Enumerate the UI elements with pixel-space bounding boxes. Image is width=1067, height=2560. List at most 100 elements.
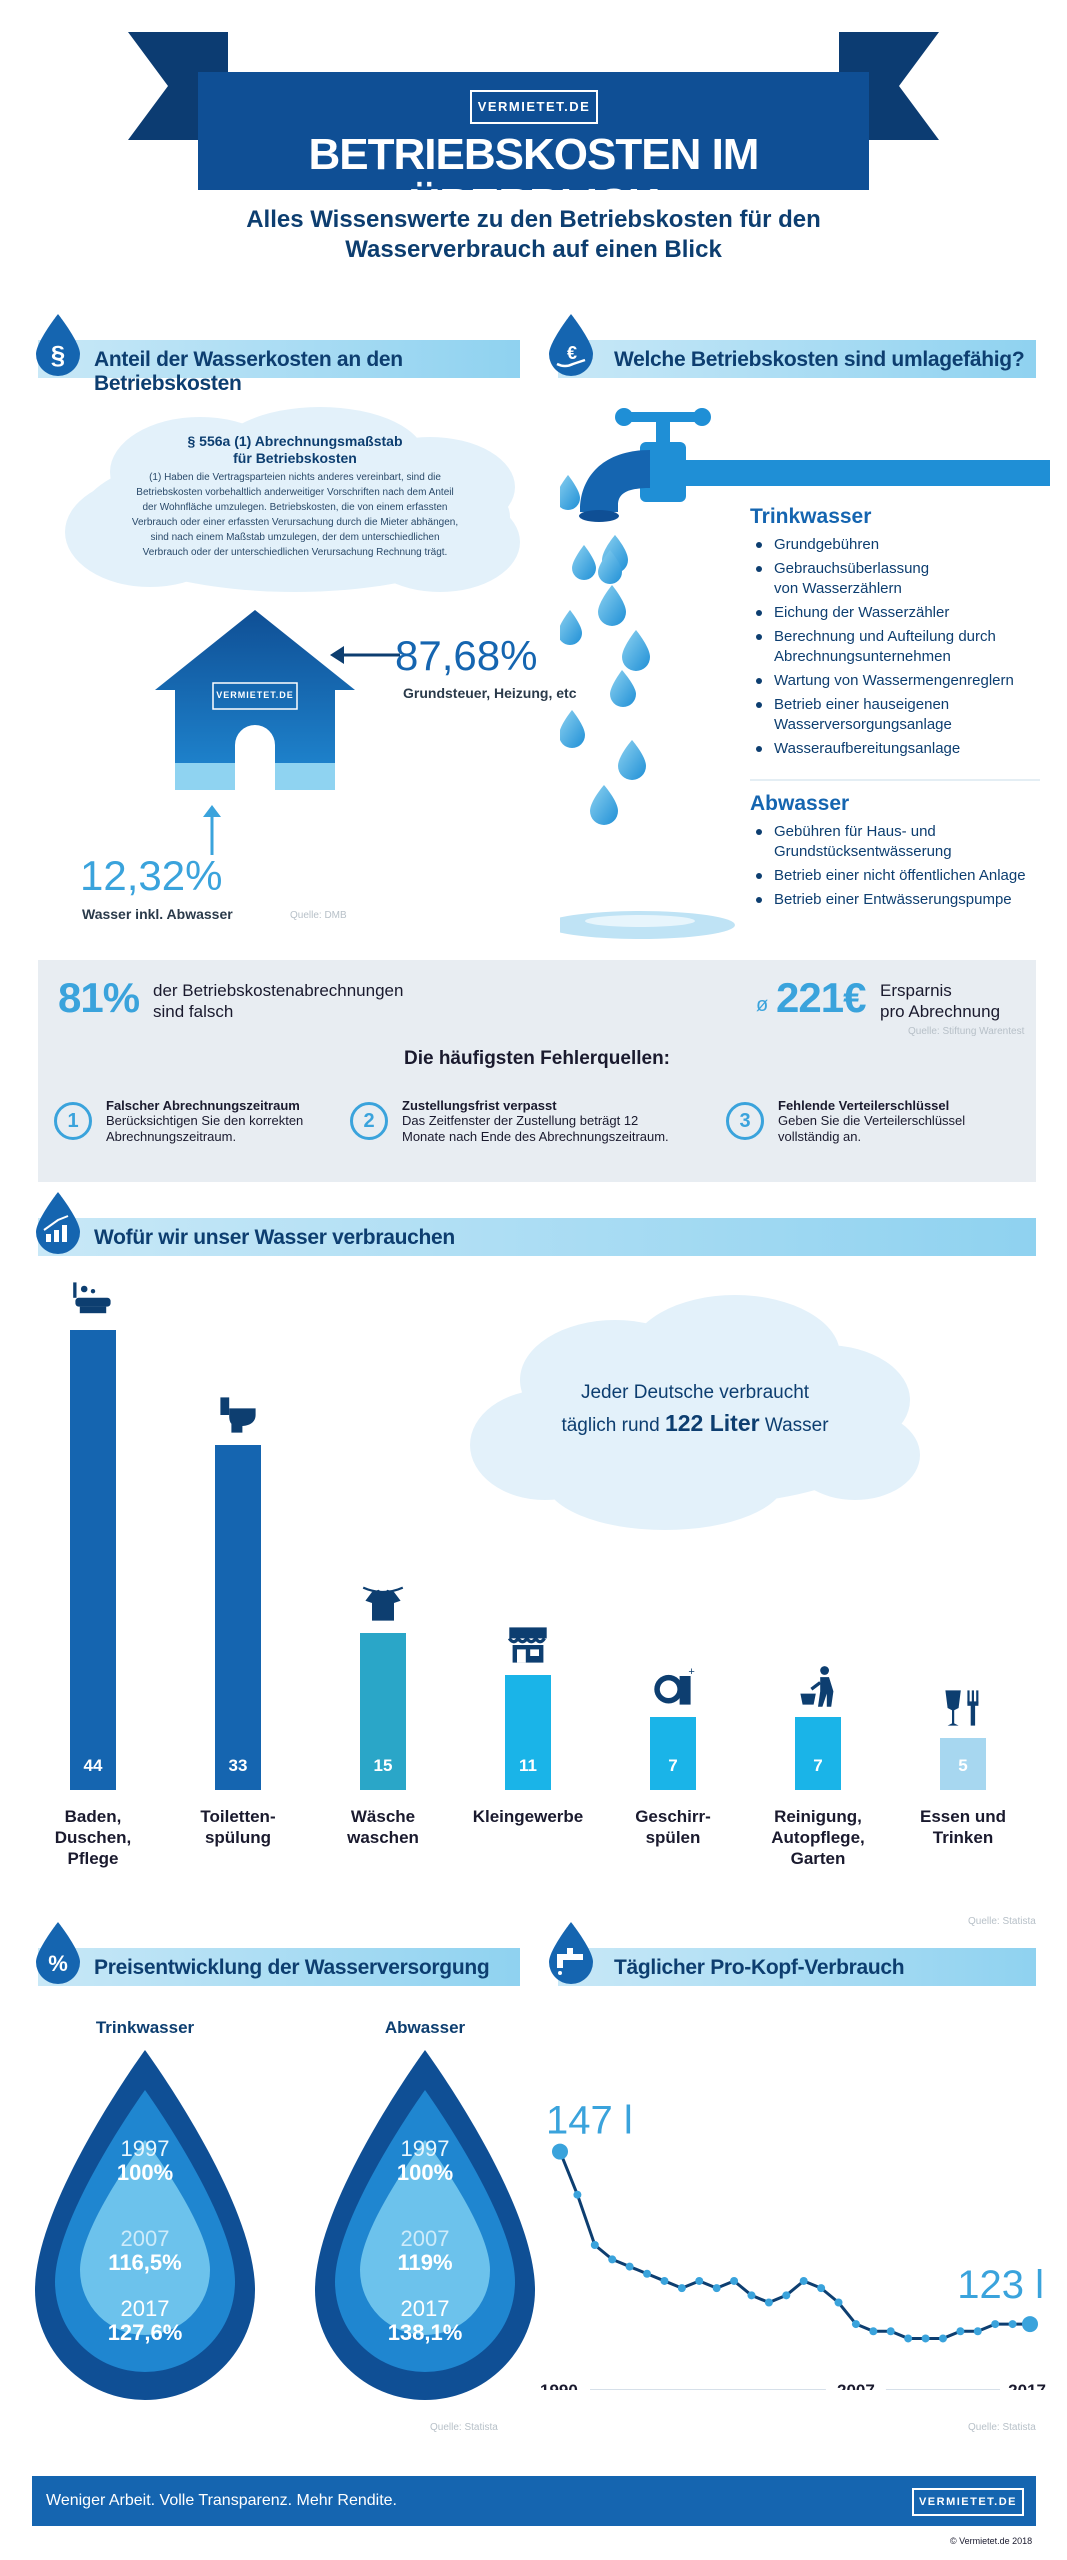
faucet-icon [549,1922,593,1984]
abwasser-list-box: Abwasser Gebühren für Haus- und Grundstüc… [750,792,1050,914]
wrong-percent-value: 81% [58,974,140,1021]
footer-brand-badge[interactable]: VERMIETET.DE [912,2488,1024,2516]
data-point [695,2276,704,2285]
x-tick-label: 2007 [837,2381,875,2390]
data-point [799,2276,808,2285]
usage-category-label-line: Wäsche [350,1807,416,1826]
usage-category-label-line: Reinigung, [774,1807,862,1826]
usage-cloud [470,1295,920,1530]
faucet-graphic [560,408,1050,939]
data-point [991,2320,1000,2329]
svg-text:§: § [51,340,65,370]
list-item: Gebühren für Haus- und [750,822,1050,842]
usage-category-label-line: Kleingewerbe [472,1807,584,1826]
data-point [747,2291,756,2300]
law-box: § 556a (1) Abrechnungsmaßstab für Betrie… [110,433,480,560]
list-item: Grundgebühren [750,535,1050,555]
list-item: Wasseraufbereitungsanlage [750,739,1050,759]
list-item: Abrechnungsunternehmen [774,648,951,665]
watering-person-icon [800,1666,834,1707]
data-point [834,2298,843,2307]
price-year: 2007 [400,2226,450,2251]
shirt-icon [362,1586,404,1621]
list-item: Betrieb einer nicht öffentlichen Anlage [750,866,1050,886]
usage-bar-value: 11 [519,1756,537,1775]
usage-category-label: Wäsche waschen [323,1806,443,1848]
brand-badge[interactable]: VERMIETET.DE [470,90,598,124]
data-point [921,2334,930,2343]
page-title: BETRIEBSKOSTEN IM ÜBERBLICK [308,130,760,229]
usage-category-label-line: Duschen, [54,1828,132,1847]
price-year: 2007 [120,2226,170,2251]
list-item: Gebrauchsüberlassung [750,559,1050,579]
data-point [956,2327,965,2336]
usage-category-label-line: spülen [645,1828,701,1847]
law-title-line2: für Betriebskosten [233,450,357,466]
usage-category-label: Toiletten-spülung [178,1806,298,1848]
line-start-label: 147 l [546,2099,633,2143]
price-value: 100% [396,2160,454,2185]
data-point [590,2241,599,2249]
price-year: 1997 [400,2136,450,2161]
list-item: Wasserversorgungsanlage [774,716,952,733]
price-value: 100% [116,2160,174,2185]
price-value: 127,6% [107,2320,183,2345]
data-point [938,2334,947,2343]
usage-category-label: Kleingewerbe [468,1806,588,1827]
error-number-badge: 3 [726,1102,764,1140]
usage-bar: 7 [650,1717,696,1790]
savings-text: Ersparnis pro Abrechnung [880,980,1000,1022]
usage-category-label-line: waschen [347,1828,419,1847]
usage-category-label-line: Geschirr- [635,1807,711,1826]
data-point [851,2320,860,2329]
price-year: 1997 [120,2136,170,2161]
percent-icon: % [36,1922,80,1984]
price-drop-title: Abwasser [384,2018,466,2037]
shop-icon [507,1627,547,1663]
error-title: Fehlende Verteilerschlüssel [778,1098,950,1113]
price-drop-graphic [315,2050,535,2400]
data-point [712,2284,721,2293]
usage-category-label-line: Trinken [932,1828,994,1847]
error-text-line2: Monate nach Ende des Abrechnungszeitraum… [402,1129,669,1144]
error-text-block: Fehlende Verteilerschlüssel Geben Sie die… [778,1098,1067,1145]
svg-text:+: + [688,1666,694,1678]
usage-bar-value: 15 [373,1756,393,1775]
usage-cloud-line2-pre: täglich rund [561,1415,660,1436]
usage-bar-value: 7 [668,1756,678,1775]
page-subtitle-line2: Wasserverbrauch auf einen Blick [345,236,722,263]
svg-text:€: € [567,343,577,363]
error-text-line1: Geben Sie die Verteilerschlüssel [778,1113,966,1128]
usage-category-label-line: Pflege [67,1849,119,1868]
house-brand-label: VERMIETET.DE [216,690,294,700]
usage-cloud-line2-post: Wasser [764,1415,829,1436]
wrong-percent-text-line1: der Betriebskostenabrechnungen [153,981,404,1000]
error-text-block: Falscher Abrechnungszeitraum Berücksichti… [106,1098,396,1145]
price-drop-title: Trinkwasser [95,2018,195,2037]
errors-heading: Die häufigsten Fehlerquellen: [403,1048,671,1069]
data-point [625,2262,634,2271]
svg-text:%: % [48,1951,68,1976]
euro-hand-icon: € [549,314,593,376]
law-title-line1: § 556a (1) Abrechnungsmaßstab [187,433,403,449]
wrong-percent-text: der Betriebskostenabrechnungen sind fals… [153,980,403,1022]
copyright: © Vermietet.de 2018 [950,2536,1033,2546]
source-statista-prices: Quelle: Statista [430,2422,498,2433]
section-title-daily: Täglicher Pro-Kopf-Verbrauch [614,1956,905,1979]
error-title: Zustellungsfrist verpasst [402,1098,557,1113]
law-text-line: Verbrauch oder einer erfassten Verursach… [131,517,459,528]
abwasser-title: Abwasser [750,792,850,815]
price-value: 116,5% [108,2250,182,2275]
usage-bar-value: 44 [83,1756,103,1775]
share-other-label: Grundsteuer, Heizung, etc [403,685,577,701]
section-header-umlage: Welche Betriebskosten sind umlagefähig? [558,340,1036,378]
law-text: (1) Haben die Vertragsparteien nichts an… [110,470,480,560]
law-text-line: Betriebskosten vorbehaltlich anderweitig… [136,487,454,498]
savings-text-line1: Ersparnis [880,981,952,1000]
list-item: Eichung der Wasserzähler [750,603,1050,623]
section-header-usage: Wofür wir unser Wasser verbrauchen [38,1218,1036,1256]
usage-category-label: Baden, Duschen, Pflege [33,1806,153,1869]
daily-line-chart: 147 l 123 l 1990 2007 2017 [540,2099,1046,2390]
series-line [558,2151,1030,2340]
page-subtitle-line1: Alles Wissenswerte zu den Betriebskosten… [246,206,821,233]
